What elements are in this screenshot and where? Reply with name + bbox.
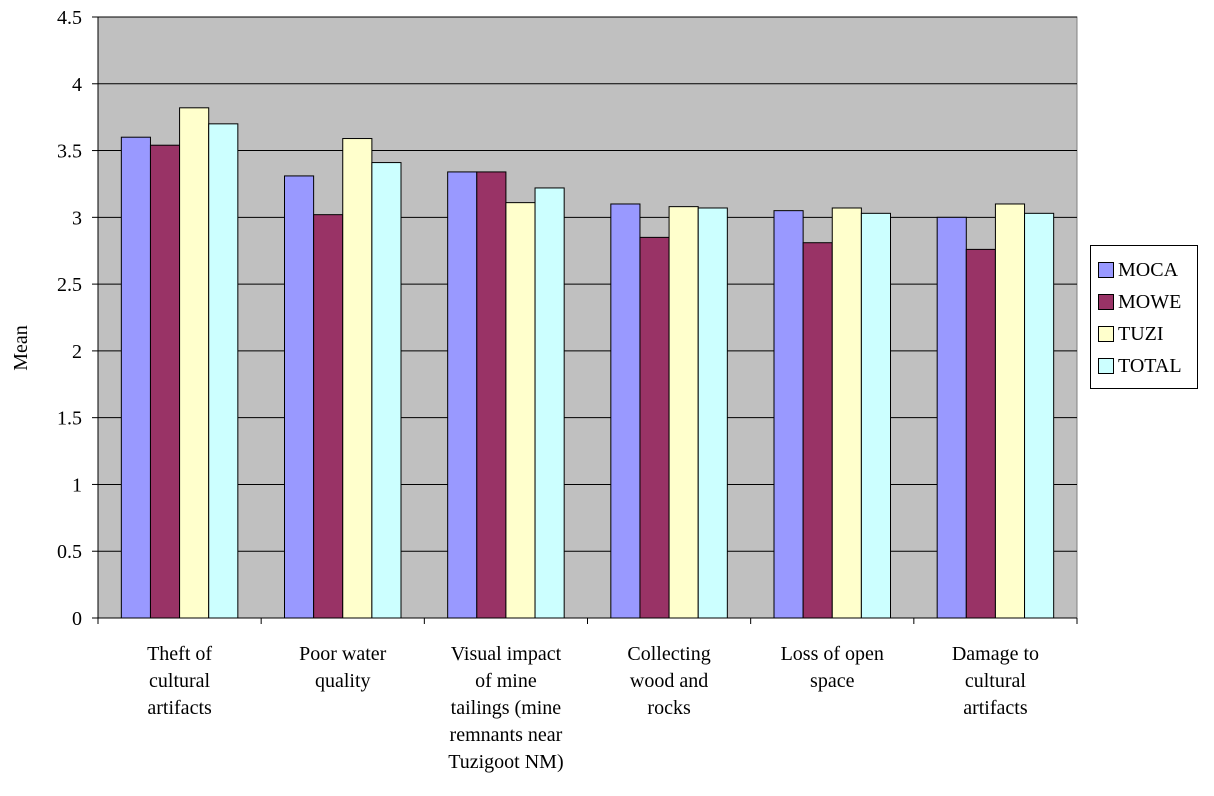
legend-label: TOTAL bbox=[1118, 354, 1182, 377]
bar-tuzi-6 bbox=[994, 203, 1026, 619]
legend-item-moca: MOCA bbox=[1091, 254, 1197, 286]
y-tick-label: 4 bbox=[72, 74, 82, 96]
legend-swatch bbox=[1098, 326, 1114, 342]
x-category-label-line: cultural bbox=[965, 670, 1027, 692]
bar-mowe-5 bbox=[802, 242, 833, 619]
x-category-label-line: artifacts bbox=[147, 697, 212, 719]
y-tick-label: 0 bbox=[72, 608, 82, 630]
x-category-label-line: Theft of bbox=[147, 643, 212, 665]
bar-mowe-1 bbox=[149, 144, 181, 619]
x-category-label-line: Visual impact bbox=[451, 643, 562, 665]
legend-label: MOCA bbox=[1118, 258, 1179, 281]
x-category-labels: Theft of cultural artifacts Poor water quali… bbox=[147, 643, 1039, 773]
bar-total-6 bbox=[1024, 212, 1055, 619]
x-category-label-line: quality bbox=[315, 670, 371, 692]
x-category-label: Theft of cultural artifacts bbox=[147, 643, 212, 719]
legend-swatch bbox=[1098, 262, 1114, 278]
y-tick-labels: 0 0.5 1 1.5 2 2.5 3 3.5 4 4.5 bbox=[57, 7, 82, 630]
x-category-label-line: Tuzigoot NM) bbox=[448, 751, 563, 773]
legend-item-total: TOTAL bbox=[1091, 350, 1197, 382]
axes bbox=[92, 16, 1078, 624]
legend-swatch bbox=[1098, 358, 1114, 374]
bar-mowe-6 bbox=[965, 248, 996, 619]
legend-label: TUZI bbox=[1118, 322, 1164, 345]
x-category-label-line: tailings (mine bbox=[451, 697, 562, 719]
gridlines bbox=[98, 16, 1077, 552]
y-tick-label: 1 bbox=[72, 474, 82, 496]
x-category-label: Damage to cultural artifacts bbox=[952, 643, 1039, 719]
bars bbox=[120, 107, 1055, 619]
legend: MOCA MOWE TUZI TOTAL bbox=[1090, 245, 1198, 389]
bar-tuzi-1 bbox=[179, 107, 210, 619]
plot-area bbox=[97, 16, 1078, 619]
legend-label: MOWE bbox=[1118, 290, 1182, 313]
y-tick-label: 2 bbox=[72, 341, 82, 363]
bar-moca-2 bbox=[283, 175, 315, 619]
bar-tuzi-3 bbox=[505, 202, 536, 619]
bar-total-2 bbox=[371, 162, 402, 619]
y-tick-label: 2.5 bbox=[57, 274, 82, 296]
legend-item-mowe: MOWE bbox=[1091, 286, 1197, 318]
bar-total-5 bbox=[860, 212, 892, 619]
bar-moca-6 bbox=[936, 216, 967, 619]
x-category-label-line: wood and bbox=[630, 670, 708, 692]
bar-mowe-2 bbox=[313, 214, 344, 619]
x-category-label: Collecting wood and rocks bbox=[627, 643, 710, 719]
bar-total-4 bbox=[697, 207, 728, 619]
x-category-label-line: rocks bbox=[647, 697, 691, 719]
x-category-label-line: Poor water bbox=[299, 643, 387, 665]
x-category-label-line: space bbox=[810, 670, 855, 692]
bar-moca-3 bbox=[447, 171, 478, 619]
y-tick-label: 0.5 bbox=[57, 541, 82, 563]
legend-item-tuzi: TUZI bbox=[1091, 318, 1197, 350]
y-axis-title: Mean bbox=[10, 325, 32, 371]
y-tick-label: 4.5 bbox=[57, 7, 82, 29]
x-category-label-line: artifacts bbox=[963, 697, 1028, 719]
bar-tuzi-4 bbox=[668, 206, 699, 619]
x-category-label: Loss of open space bbox=[781, 643, 884, 692]
bar-moca-4 bbox=[610, 203, 641, 619]
bar-tuzi-2 bbox=[342, 138, 373, 619]
bar-moca-5 bbox=[773, 210, 804, 619]
x-category-label-line: Damage to bbox=[952, 643, 1039, 665]
bar-mowe-3 bbox=[476, 171, 507, 619]
bar-tuzi-5 bbox=[831, 207, 862, 619]
y-tick-label: 1.5 bbox=[57, 408, 82, 430]
bar-mowe-4 bbox=[639, 236, 670, 619]
y-tick-label: 3 bbox=[72, 207, 82, 229]
x-category-label: Visual impact of mine tailings (mine remnan… bbox=[448, 643, 563, 773]
bar-moca-1 bbox=[120, 136, 151, 619]
x-category-label-line: remnants near bbox=[450, 724, 563, 746]
bar-total-1 bbox=[208, 123, 239, 619]
x-category-label-line: Loss of open bbox=[781, 643, 884, 665]
bar-total-3 bbox=[534, 187, 565, 619]
x-category-label-line: of mine bbox=[475, 670, 537, 692]
x-category-label-line: cultural bbox=[149, 670, 211, 692]
y-tick-label: 3.5 bbox=[57, 141, 82, 163]
x-category-label-line: Collecting bbox=[627, 643, 710, 665]
legend-swatch bbox=[1098, 294, 1114, 310]
x-category-label: Poor water quality bbox=[299, 643, 387, 692]
